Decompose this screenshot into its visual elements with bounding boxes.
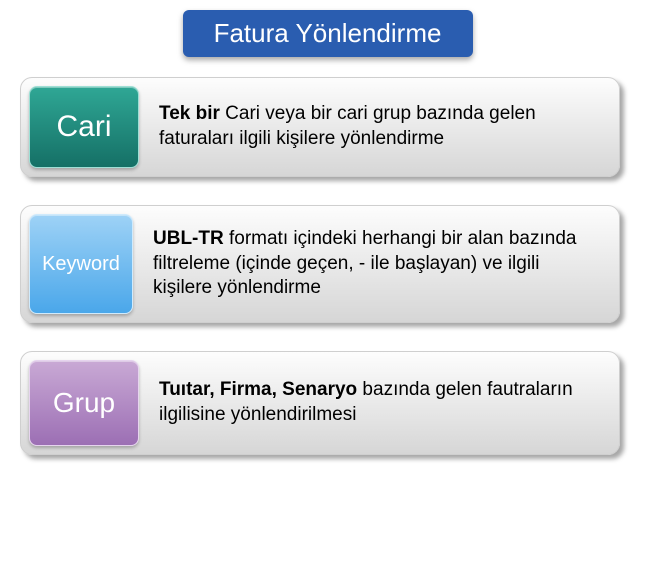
info-card: Keyword UBL-TR formatı içindeki herhangi … xyxy=(20,205,620,323)
card-list: Cari Tek bir Cari veya bir cari grup bazı… xyxy=(20,77,635,455)
card-description: Tuıtar, Firma, Senaryo bazında gelen fau… xyxy=(159,378,601,427)
card-tag: Cari xyxy=(29,86,139,168)
card-tag: Grup xyxy=(29,360,139,446)
card-description-bold: UBL-TR xyxy=(153,228,224,249)
info-card: Grup Tuıtar, Firma, Senaryo bazında gelen… xyxy=(20,351,620,455)
card-description-bold: Tuıtar, Firma, Senaryo xyxy=(159,379,357,400)
card-description: Tek bir Cari veya bir cari grup bazında … xyxy=(159,102,601,151)
info-card: Cari Tek bir Cari veya bir cari grup bazı… xyxy=(20,77,620,177)
card-tag: Keyword xyxy=(29,214,133,314)
card-description-bold: Tek bir xyxy=(159,103,220,124)
page-title: Fatura Yönlendirme xyxy=(183,10,473,57)
card-description: UBL-TR formatı içindeki herhangi bir ala… xyxy=(153,227,601,301)
